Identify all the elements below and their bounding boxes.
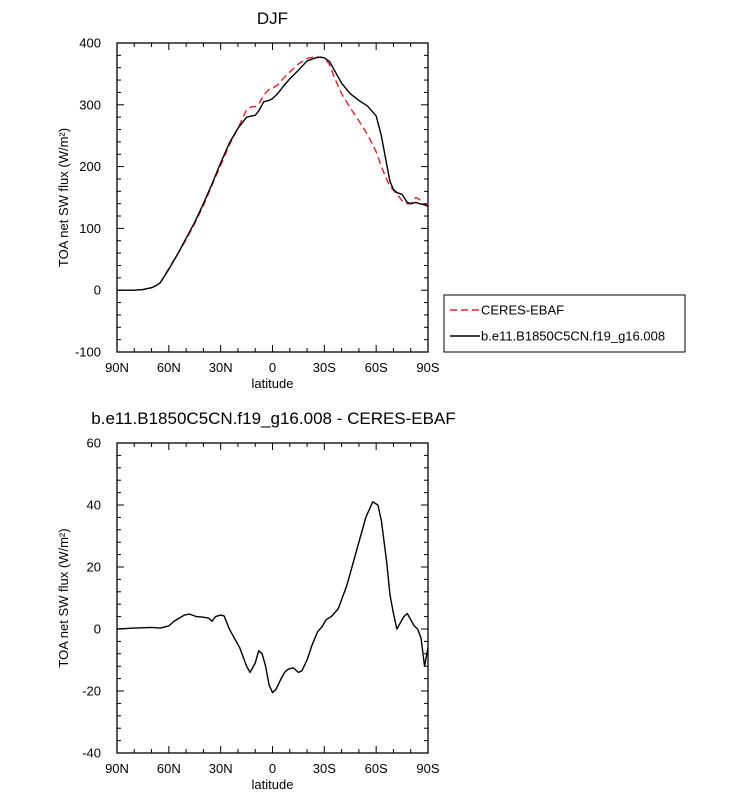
bottom-series-line-0 xyxy=(117,501,428,694)
bottom-x-tick-label: 90N xyxy=(105,761,129,776)
bottom-x-tick-label: 60N xyxy=(157,761,181,776)
bottom-x-axis-label: latitude xyxy=(252,777,294,792)
top-y-tick-label: 400 xyxy=(79,36,101,51)
legend: CERES-EBAF b.e11.B1850C5CN.f19_g16.008 xyxy=(443,294,686,353)
top-x-tick-label: 30S xyxy=(313,360,336,375)
legend-entry-0: CERES-EBAF xyxy=(481,303,564,318)
top-panel: 90N 60N 30N 0 30S 60S 90S -100 0 100 200 300 400 DJF l… xyxy=(56,9,686,391)
top-plot-frame xyxy=(116,42,429,353)
top-x-tick-label: 30N xyxy=(209,360,233,375)
bottom-y-tick-label: 0 xyxy=(94,622,101,637)
bottom-x-tick-label: 30N xyxy=(209,761,233,776)
bottom-plot-frame xyxy=(116,442,429,754)
top-y-axis-label: TOA net SW flux (W/m²) xyxy=(56,128,71,267)
top-series-line-0 xyxy=(117,55,428,291)
top-y-tick-label: -100 xyxy=(75,345,101,360)
top-y-tick-label: 0 xyxy=(94,283,101,298)
legend-entry-1: b.e11.B1850C5CN.f19_g16.008 xyxy=(481,329,665,344)
legend-box xyxy=(443,294,686,353)
top-series-line-1 xyxy=(117,56,428,291)
bottom-y-axis-label: TOA net SW flux (W/m²) xyxy=(56,528,71,667)
top-y-tick-label: 200 xyxy=(79,159,101,174)
top-chart-title: DJF xyxy=(257,9,288,28)
bottom-x-tick-label: 30S xyxy=(313,761,336,776)
bottom-y-tick-label: 60 xyxy=(87,436,101,451)
bottom-chart-title: b.e11.B1850C5CN.f19_g16.008 - CERES-EBAF xyxy=(91,409,455,428)
bottom-y-tick-label: -40 xyxy=(82,746,101,761)
bottom-x-tick-label: 60S xyxy=(365,761,388,776)
bottom-x-tick-label: 90S xyxy=(416,761,439,776)
top-y-tick-label: 300 xyxy=(79,97,101,112)
top-x-tick-label: 90N xyxy=(105,360,129,375)
top-y-tick-label: 100 xyxy=(79,221,101,236)
bottom-x-tick-label: 0 xyxy=(269,761,276,776)
top-x-tick-label: 90S xyxy=(416,360,439,375)
bottom-panel: 90N 60N 30N 0 30S 60S 90S -40 -20 0 20 40 60 b.e11.B1… xyxy=(56,409,456,792)
top-x-tick-label: 0 xyxy=(269,360,276,375)
bottom-y-tick-label: 20 xyxy=(87,560,101,575)
top-x-axis-label: latitude xyxy=(252,376,294,391)
bottom-y-tick-label: -20 xyxy=(82,684,101,699)
bottom-y-tick-label: 40 xyxy=(87,498,101,513)
top-x-tick-label: 60N xyxy=(157,360,181,375)
top-x-tick-label: 60S xyxy=(365,360,388,375)
